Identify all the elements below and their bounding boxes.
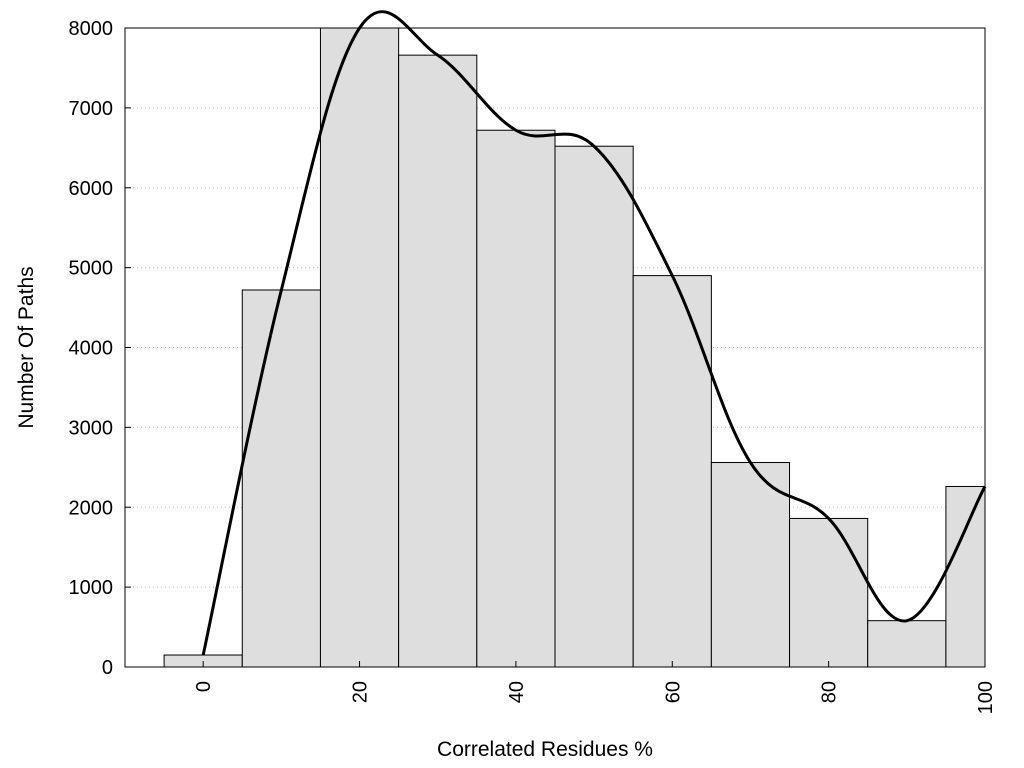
bar [398,54,478,668]
bar [945,485,986,668]
x-tick-label: 60 [662,681,684,703]
bar [241,289,321,668]
x-tick-label: 100 [975,681,997,714]
y-tick-label: 0 [102,657,113,679]
y-tick-label: 1000 [69,577,114,599]
y-tick-label: 2000 [69,497,114,519]
bar [710,462,791,668]
y-axis-ticks: 0 1000 2000 3000 4000 5000 6000 7000 8000 [69,18,131,679]
x-axis-title: Correlated Residues % [437,738,653,761]
bars [163,27,986,668]
y-tick-label: 8000 [69,18,114,40]
y-tick-label: 3000 [69,417,114,439]
y-tick-label: 7000 [69,98,114,120]
bar [476,129,556,668]
y-tick-label: 5000 [69,258,114,280]
x-tick-label: 0 [193,681,215,692]
y-tick-label: 6000 [69,178,114,200]
bar [554,145,634,668]
smooth-curve-line [201,10,987,656]
bar [789,517,869,668]
bar [319,27,400,668]
y-tick-label: 4000 [69,338,114,360]
x-tick-label: 40 [506,681,528,703]
smooth-curve [201,10,987,656]
bar [632,275,712,668]
bar [867,620,947,668]
y-axis-title: Number Of Paths [15,266,38,428]
x-tick-label: 80 [819,681,841,703]
x-tick-label: 20 [350,681,372,703]
x-axis-ticks: 0 20 40 60 80 100 [193,661,997,714]
